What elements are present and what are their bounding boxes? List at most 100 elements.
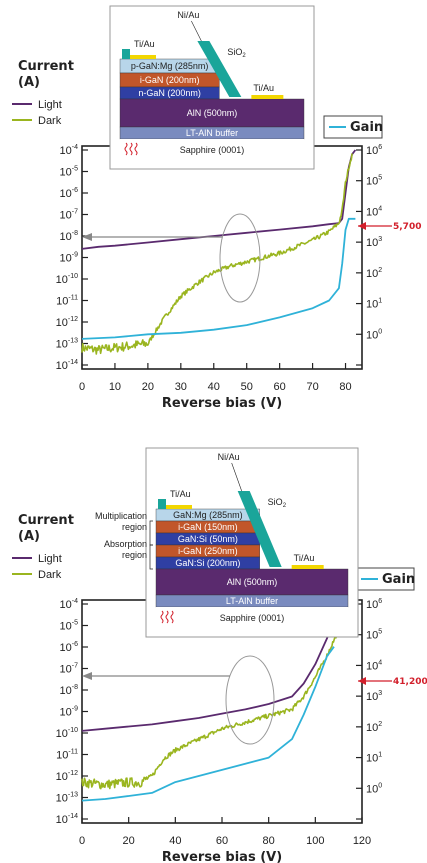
legend-light-label: Light bbox=[38, 99, 62, 111]
left-tick-label: 10-11 bbox=[56, 295, 78, 308]
layer-label-7: Sapphire (0001) bbox=[220, 613, 285, 623]
layer-label-0: GaN:Mg (285nm) bbox=[173, 510, 243, 520]
region-absorption-label-2: region bbox=[122, 550, 147, 560]
photon-icon bbox=[160, 610, 164, 624]
gold-pad-right bbox=[251, 95, 284, 99]
gain-annotation-arrowhead bbox=[358, 677, 366, 685]
x-tick-label: 0 bbox=[79, 381, 85, 393]
gold-pad-right bbox=[291, 565, 324, 569]
right-tick-label: 104 bbox=[366, 659, 382, 672]
x-tick-label: 80 bbox=[339, 381, 351, 393]
plot-frame bbox=[81, 145, 363, 370]
layer-label-3: i-GaN (250nm) bbox=[178, 546, 238, 556]
contact-ti-au-top-label: Ti/Au bbox=[170, 489, 191, 499]
x-tick-label: 50 bbox=[241, 381, 253, 393]
highlight-ellipse bbox=[225, 655, 275, 745]
gold-pad-top bbox=[166, 505, 192, 509]
contact-ni-au-label: Ni/Au bbox=[177, 10, 199, 20]
left-tick-label: 10-11 bbox=[56, 749, 78, 762]
left-tick-label: 10-10 bbox=[56, 727, 78, 740]
right-tick-label: 106 bbox=[366, 144, 382, 157]
x-tick-label: 0 bbox=[79, 835, 85, 847]
contact-ti-au-top-label: Ti/Au bbox=[134, 39, 155, 49]
x-tick-label: 80 bbox=[263, 835, 275, 847]
left-tick-label: 10-9 bbox=[60, 706, 79, 719]
legend-dark-label: Dark bbox=[38, 569, 62, 581]
left-tick-label: 10-12 bbox=[56, 316, 78, 329]
left-axis-arrowhead bbox=[82, 672, 92, 680]
layer-label-2: GaN:Si (50nm) bbox=[178, 534, 238, 544]
series-light-line bbox=[81, 605, 340, 732]
right-tick-label: 100 bbox=[366, 328, 382, 341]
legend-light-label: Light bbox=[38, 553, 62, 565]
layer-5 bbox=[120, 139, 304, 161]
x-tick-label: 10 bbox=[109, 381, 121, 393]
right-tick-label: 104 bbox=[366, 205, 382, 218]
left-tick-label: 10-12 bbox=[56, 770, 78, 783]
x-tick-label: 70 bbox=[306, 381, 318, 393]
series-dark-line bbox=[81, 612, 344, 790]
right-tick-label: 100 bbox=[366, 782, 382, 795]
contact-ni-au-label: Ni/Au bbox=[218, 452, 240, 462]
x-tick-label: 120 bbox=[353, 835, 371, 847]
left-axis-title: Current bbox=[18, 513, 74, 528]
left-axis-title: Current bbox=[18, 59, 74, 74]
x-axis-title: Reverse bias (V) bbox=[162, 396, 282, 411]
layer-3 bbox=[119, 98, 305, 128]
layer-label-1: i-GaN (200nm) bbox=[140, 75, 200, 85]
x-axis-title: Reverse bias (V) bbox=[162, 850, 282, 863]
x-tick-label: 20 bbox=[123, 835, 135, 847]
bracket-absorption bbox=[149, 544, 153, 570]
x-tick-label: 60 bbox=[274, 381, 286, 393]
layer-label-2: n-GaN (200nm) bbox=[138, 88, 201, 98]
gold-pad-top bbox=[130, 55, 156, 59]
left-axis-arrowhead bbox=[82, 233, 92, 241]
series-gain-line bbox=[81, 217, 356, 340]
series-dark-line bbox=[81, 153, 353, 355]
region-multiplication-label-1: Multiplication bbox=[95, 511, 147, 521]
left-tick-label: 10-8 bbox=[60, 230, 79, 243]
right-tick-label: 106 bbox=[366, 598, 382, 611]
photon-icon bbox=[134, 142, 138, 156]
layer-label-6: LT-AlN buffer bbox=[226, 596, 278, 606]
left-axis-unit: (A) bbox=[18, 75, 40, 90]
contact-ti-au-right-label: Ti/Au bbox=[294, 553, 315, 563]
region-multiplication-label-2: region bbox=[122, 522, 147, 532]
sio2-label: SiO2 bbox=[227, 47, 246, 59]
contact-ti-au-right-label: Ti/Au bbox=[253, 83, 274, 93]
photon-icon bbox=[165, 610, 169, 624]
gain-annotation-label: 41,200 bbox=[393, 677, 427, 687]
contact-left bbox=[122, 49, 130, 59]
left-tick-label: 10-14 bbox=[56, 359, 78, 372]
right-tick-label: 101 bbox=[366, 298, 382, 311]
left-tick-label: 10-5 bbox=[60, 166, 79, 179]
x-tick-label: 30 bbox=[175, 381, 187, 393]
left-tick-label: 10-6 bbox=[60, 187, 79, 200]
highlight-ellipse bbox=[219, 213, 261, 303]
layer-label-4: LT-AlN buffer bbox=[186, 128, 238, 138]
photon-icon bbox=[124, 142, 128, 156]
ni-au-leader bbox=[191, 20, 202, 42]
photon-icon bbox=[129, 142, 133, 156]
gain-legend-box bbox=[323, 115, 383, 139]
right-tick-label: 102 bbox=[366, 721, 382, 734]
left-tick-label: 10-4 bbox=[60, 144, 79, 157]
gain-legend-label: Gain bbox=[382, 572, 415, 587]
left-tick-label: 10-8 bbox=[60, 684, 79, 697]
x-tick-label: 60 bbox=[216, 835, 228, 847]
photon-icon bbox=[170, 610, 174, 624]
inset-structure-2: GaN:Mg (285nm) i-GaN (150nm) GaN:Si (50nm)… bbox=[145, 447, 359, 638]
left-tick-label: 10-9 bbox=[60, 252, 79, 265]
x-tick-label: 40 bbox=[169, 835, 181, 847]
right-tick-label: 105 bbox=[366, 175, 382, 188]
layer-label-1: i-GaN (150nm) bbox=[178, 522, 238, 532]
right-tick-label: 103 bbox=[366, 690, 382, 703]
left-tick-label: 10-13 bbox=[56, 338, 78, 351]
left-tick-label: 10-7 bbox=[60, 209, 79, 222]
x-tick-label: 40 bbox=[208, 381, 220, 393]
left-axis-unit: (A) bbox=[18, 529, 40, 544]
gain-annotation-label: 5,700 bbox=[393, 222, 421, 232]
series-light-line bbox=[81, 149, 357, 250]
x-tick-label: 100 bbox=[306, 835, 324, 847]
